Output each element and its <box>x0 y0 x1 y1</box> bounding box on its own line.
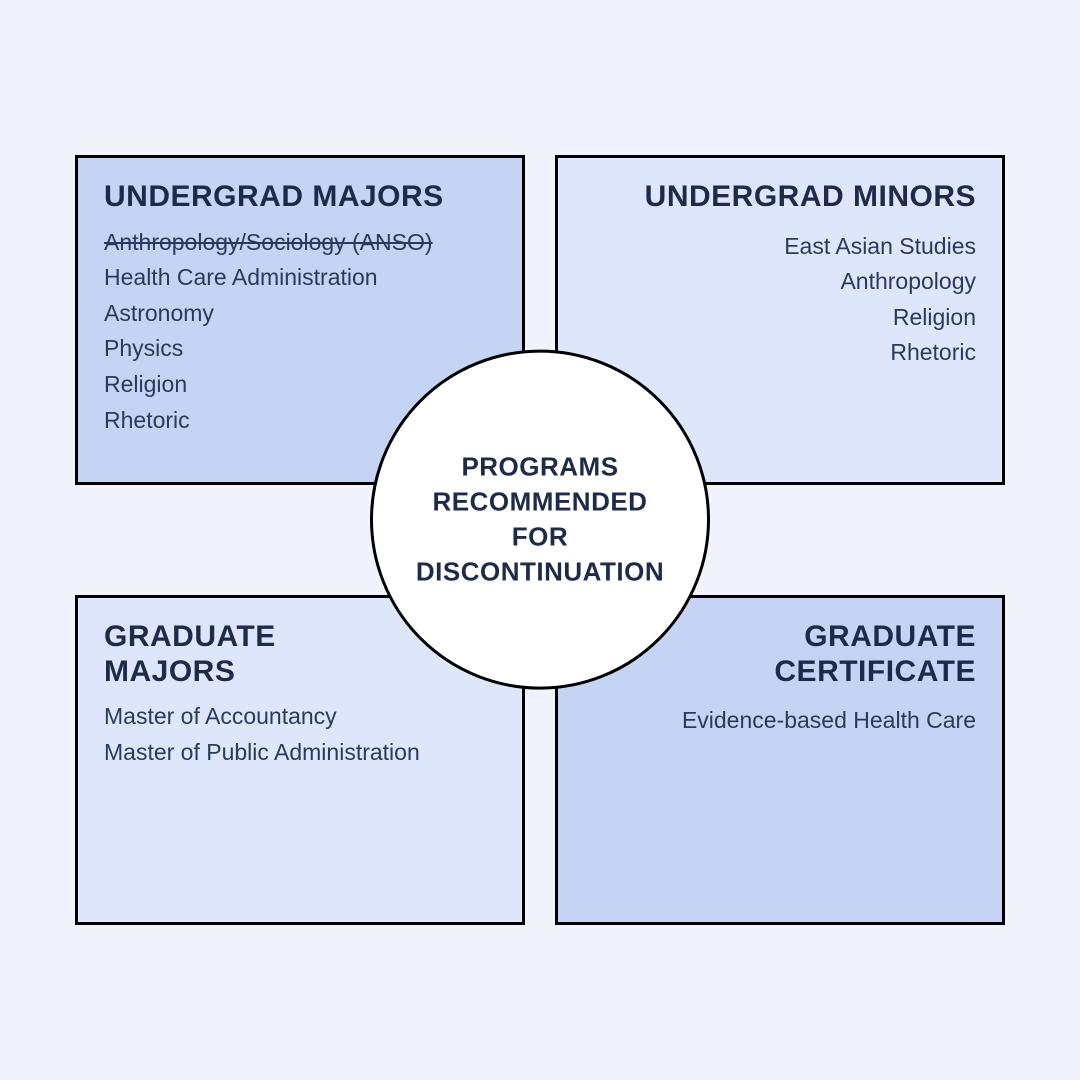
item-list: East Asian Studies Anthropology Religion… <box>584 229 976 372</box>
quadrant-title: UNDERGRAD MAJORS <box>104 180 496 215</box>
quadrant-title: GRADUATE MAJORS <box>104 620 324 689</box>
list-item: Anthropology <box>584 264 976 300</box>
list-item: Master of Accountancy <box>104 699 496 735</box>
quadrant-container: UNDERGRAD MAJORS Anthropology/Sociology … <box>75 155 1005 925</box>
quadrant-title: GRADUATE CERTIFICATE <box>716 620 976 689</box>
list-item: Astronomy <box>104 296 496 332</box>
item-list: Evidence-based Health Care <box>584 703 976 739</box>
list-item: Rhetoric <box>584 335 976 371</box>
list-item: East Asian Studies <box>584 229 976 265</box>
item-list: Master of Accountancy Master of Public A… <box>104 699 496 770</box>
list-item: Religion <box>584 300 976 336</box>
list-item: Evidence-based Health Care <box>584 703 976 739</box>
center-title: PROGRAMS RECOMMENDED FOR DISCONTINUATION <box>403 449 677 589</box>
list-item: Physics <box>104 331 496 367</box>
center-circle: PROGRAMS RECOMMENDED FOR DISCONTINUATION <box>370 350 710 690</box>
list-item: Anthropology/Sociology (ANSO) <box>104 225 496 261</box>
list-item: Health Care Administration <box>104 260 496 296</box>
list-item: Master of Public Administration <box>104 735 496 771</box>
quadrant-title: UNDERGRAD MINORS <box>584 180 976 215</box>
